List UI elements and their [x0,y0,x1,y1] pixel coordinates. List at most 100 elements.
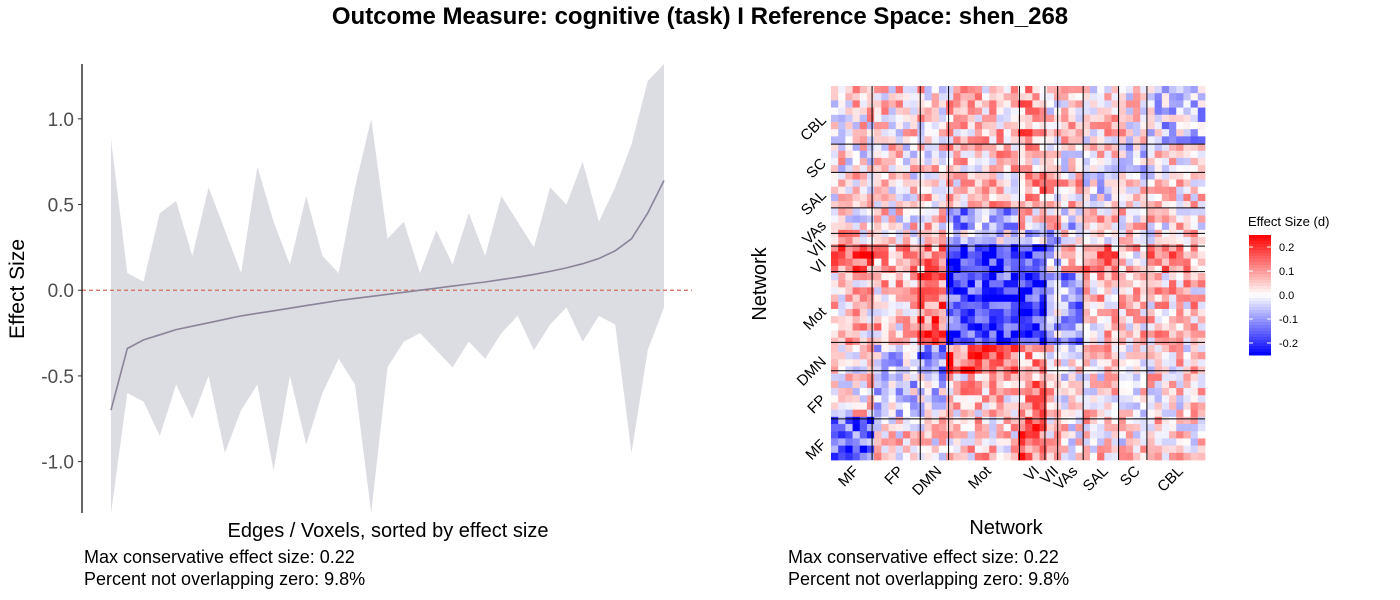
heatmap-cell [931,402,940,411]
heatmap-cell [1068,273,1076,281]
heatmap-cell [910,172,918,180]
heatmap-cell [1154,193,1163,202]
heatmap-cell [1161,287,1170,295]
heatmap-cell [1111,258,1120,267]
heatmap-cell [881,201,889,209]
heatmap-cell [831,409,839,418]
heatmap-cell [874,445,882,454]
heatmap-cell [852,265,861,274]
heatmap-cell [1183,186,1192,195]
heatmap-cell [1169,100,1177,108]
heatmap-cell [946,359,954,367]
heatmap-cell [1104,172,1112,180]
heatmap-cell [910,86,918,94]
heatmap-cell [938,359,947,367]
heatmap-cell [1075,157,1084,166]
heatmap-cell [996,337,1005,346]
heatmap-cell [1097,136,1105,144]
heatmap-cell [1118,157,1127,166]
heatmap-cell [1025,157,1033,166]
heatmap-cell [1097,172,1105,180]
heatmap-cell [852,136,861,144]
heatmap-cell [1183,445,1192,454]
heatmap-cell [1046,273,1055,281]
heatmap-cell [1140,308,1148,317]
heatmap-cell [974,215,983,224]
heatmap-cell [960,129,969,137]
heatmap-cell [917,416,925,425]
legend-color-step [1249,262,1271,266]
heatmap-cell [960,416,969,425]
heatmap-cell [1104,93,1112,101]
heatmap-cell [1169,380,1177,389]
heatmap-cell [1140,452,1148,461]
heatmap-cell [967,424,976,432]
heatmap-cell [1039,308,1048,317]
heatmap-cell [1154,431,1163,439]
heatmap-cell [1169,409,1177,418]
heatmap-cell [1190,409,1199,418]
heatmap-cell [874,251,882,260]
heatmap-cell [838,316,846,324]
heatmap-cell [1082,208,1091,216]
heatmap-cell [910,129,918,137]
heatmap-cell [859,114,868,123]
heatmap-cell [960,165,969,173]
heatmap-cell [881,150,889,159]
heatmap-cell [1176,438,1184,447]
heatmap-cell [1125,179,1134,188]
heatmap-cell [1161,150,1170,159]
heatmap-cell [1025,287,1033,295]
heatmap-cell [1061,86,1069,94]
heatmap-cell [1176,316,1184,324]
heatmap-cell [1104,150,1112,159]
heatmap-cell [1018,114,1026,123]
heatmap-cell [1068,431,1076,439]
heatmap-cell [1118,445,1127,454]
heatmap-cell [859,258,868,267]
heatmap-cell [960,424,969,432]
heatmap-cell [866,388,875,396]
heatmap-cell [859,222,868,231]
heatmap-cell [1025,208,1033,216]
heatmap-cell [931,222,940,231]
heatmap-cell [967,330,976,339]
heatmap-cell [1075,93,1084,101]
heatmap-cell [1125,395,1134,403]
heatmap-cell [1183,93,1192,101]
heatmap-cell [881,265,889,274]
heatmap-cell [1161,215,1170,224]
heatmap-cell [1018,359,1026,367]
heatmap-cell [1133,316,1141,324]
heatmap-cell [924,136,933,144]
heatmap-cell [967,323,976,331]
heatmap-cell [967,395,976,403]
heatmap-cell [1068,316,1076,324]
heatmap-cell [1068,157,1076,166]
heatmap-cell [881,373,889,382]
heatmap-cell [1183,287,1192,295]
heatmap-cell [1154,287,1163,295]
heatmap-cell [967,388,976,396]
heatmap-cell [1133,373,1141,382]
heatmap-cell [1197,431,1206,439]
heatmap-cell [910,165,918,173]
heatmap-cell [1140,431,1148,439]
heatmap-cell [910,201,918,209]
heatmap-cell [1010,165,1019,173]
heatmap-cell [931,388,940,396]
heatmap-cell [1025,359,1033,367]
heatmap-cell [1032,157,1040,166]
heatmap-cell [895,416,904,425]
heatmap-cell [1161,222,1170,231]
heatmap-cell [1068,265,1076,274]
heatmap-cell [1190,265,1199,274]
heatmap-cell [989,251,997,260]
heatmap-cell [859,244,868,252]
heatmap-cell [902,100,911,108]
heatmap-cell [859,201,868,209]
heatmap-cell [831,165,839,173]
heatmap-cell [989,93,997,101]
heatmap-cell [1197,445,1206,454]
heatmap-cell [1104,359,1112,367]
